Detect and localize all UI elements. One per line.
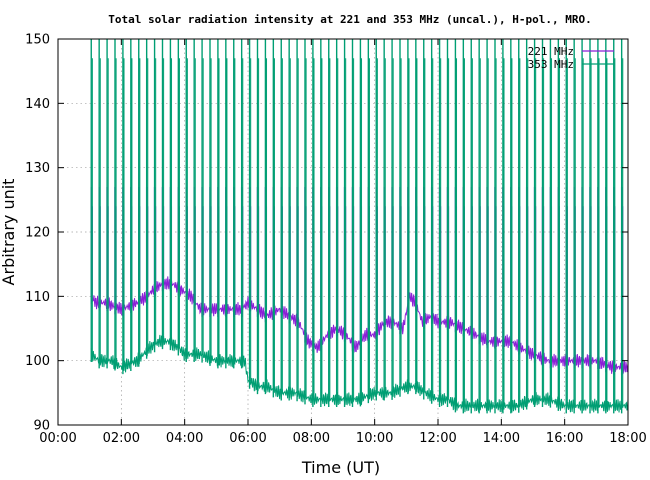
x-axis-label: Time (UT) <box>301 458 380 477</box>
y-tick-label: 120 <box>25 226 50 241</box>
axis-ticks: 00:00 02:00 04:00 06:00 08:00 10:00 12:00 14:00… <box>25 33 647 447</box>
legend-label: 353 MHz <box>528 58 574 71</box>
y-tick-label: 130 <box>25 161 50 176</box>
x-tick-label: 10:00 <box>356 431 393 446</box>
y-tick-label: 100 <box>25 354 50 369</box>
x-tick-label: 00:00 <box>39 431 76 446</box>
x-tick-label: 12:00 <box>419 431 456 446</box>
x-tick-label: 06:00 <box>229 431 266 446</box>
series-trace <box>91 276 629 374</box>
y-tick-label: 110 <box>25 290 50 305</box>
x-tick-label: 04:00 <box>166 431 203 446</box>
x-tick-label: 18:00 <box>609 431 646 446</box>
y-axis-label: Arbitrary unit <box>0 179 18 286</box>
series-2 <box>90 39 629 414</box>
x-tick-label: 02:00 <box>103 431 140 446</box>
y-tick-label: 90 <box>33 419 50 434</box>
x-tick-label: 08:00 <box>293 431 330 446</box>
x-tick-label: 16:00 <box>546 431 583 446</box>
series-trace <box>90 334 629 413</box>
grid <box>58 39 628 425</box>
series-layer <box>90 39 629 414</box>
y-tick-label: 140 <box>25 97 50 112</box>
chart-title: Total solar radiation intensity at 221 a… <box>108 13 591 26</box>
y-tick-label: 150 <box>25 33 50 48</box>
x-tick-label: 14:00 <box>483 431 520 446</box>
legend-label: 221 MHz <box>528 45 574 58</box>
